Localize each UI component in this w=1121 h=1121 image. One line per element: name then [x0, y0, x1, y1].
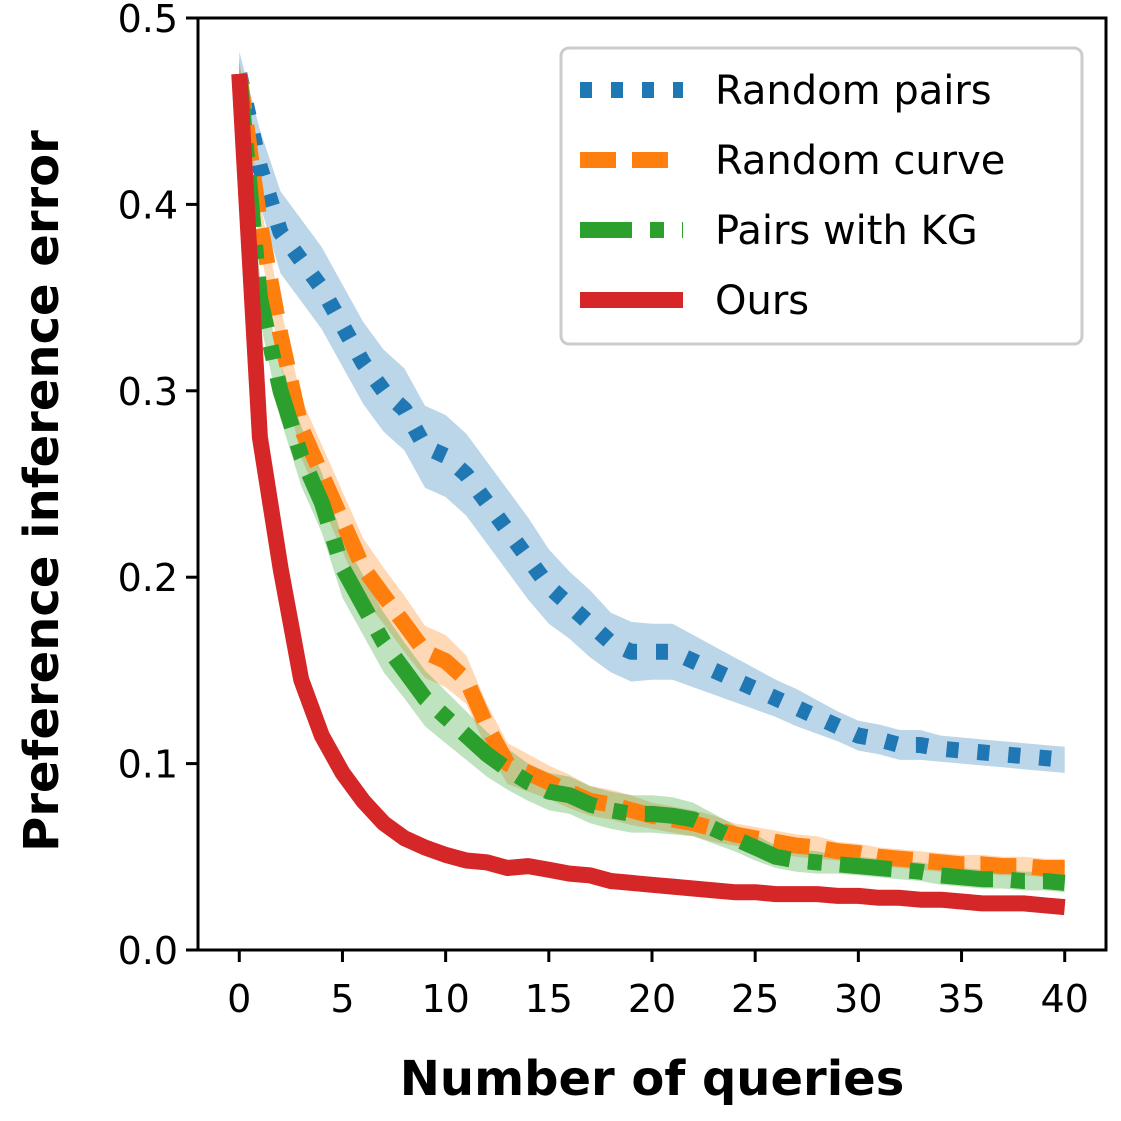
x-tick-label: 20: [628, 977, 676, 1021]
y-tick-label: 0.3: [118, 370, 178, 414]
axes: 0 5 10 15 20 25 30 35 40 0.0 0.1 0.2 0.3 0.4 0.5: [118, 0, 1108, 1021]
series-lines: [231, 72, 1066, 916]
legend-label: Random curve: [715, 138, 1005, 184]
x-tick-label: 5: [330, 977, 354, 1021]
y-tick-label: 0.2: [118, 556, 178, 600]
x-tick-label: 25: [731, 977, 779, 1021]
y-tick-label: 0.4: [118, 183, 178, 227]
legend-label: Ours: [715, 278, 809, 324]
y-axis-label: Preference inference error: [14, 130, 70, 852]
band-random-curve: [239, 59, 1065, 878]
x-axis-label: Number of queries: [400, 1051, 905, 1107]
series-line-random-pairs: [231, 72, 1066, 768]
x-tick-label: 30: [834, 977, 882, 1021]
x-tick-label: 15: [525, 977, 573, 1021]
x-tick-label: 0: [227, 977, 251, 1021]
series-line-ours: [231, 73, 1066, 916]
y-tick-label: 0.0: [118, 929, 178, 973]
x-tick-label: 35: [937, 977, 985, 1021]
series-line-pairs-with-kg: [231, 73, 1066, 891]
legend-box: [559, 46, 1084, 346]
x-tick-label: 10: [421, 977, 469, 1021]
legend-label: Pairs with KG: [715, 208, 978, 254]
y-tick-label: 0.5: [118, 0, 178, 41]
y-tick-label: 0.1: [118, 743, 178, 787]
legend: Random pairs Random curve Pairs with KG Our…: [559, 46, 1084, 346]
x-tick-label: 40: [1041, 977, 1089, 1021]
legend-label: Random pairs: [715, 68, 992, 114]
